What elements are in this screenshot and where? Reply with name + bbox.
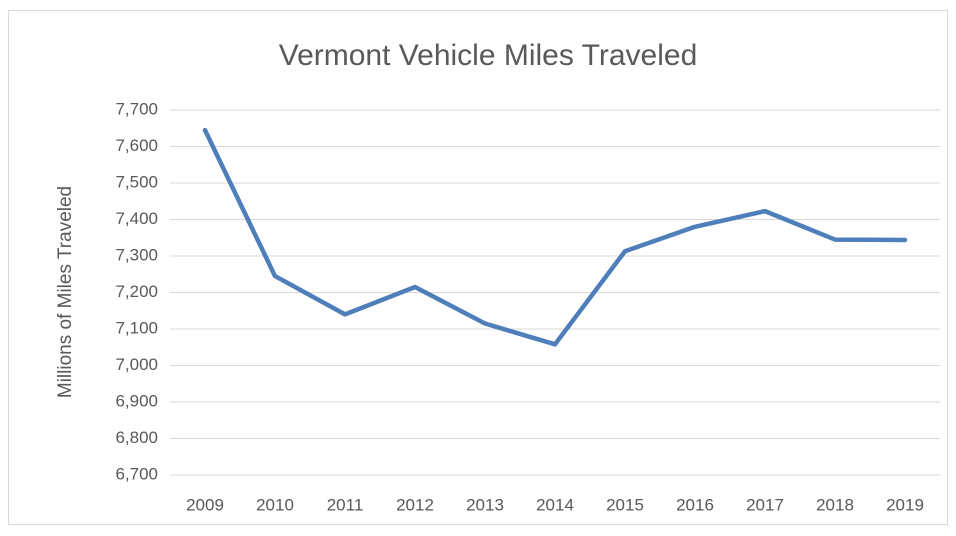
- y-tick-label: 7,100: [115, 318, 158, 337]
- x-tick-label: 2017: [746, 495, 784, 514]
- y-tick-label: 6,900: [115, 391, 158, 410]
- y-tick-label: 7,400: [115, 209, 158, 228]
- y-tick-label: 7,600: [115, 136, 158, 155]
- x-tick-label: 2013: [466, 495, 504, 514]
- x-tick-label: 2014: [536, 495, 574, 514]
- x-tick-label: 2015: [606, 495, 644, 514]
- y-tick-label: 6,800: [115, 428, 158, 447]
- x-tick-label: 2012: [396, 495, 434, 514]
- y-axis-label: Millions of Miles Traveled: [55, 186, 76, 398]
- y-tick-label: 7,200: [115, 282, 158, 301]
- chart-border: [8, 10, 948, 525]
- x-tick-label: 2010: [256, 495, 294, 514]
- y-tick-label: 7,700: [115, 99, 158, 118]
- chart-title: Vermont Vehicle Miles Traveled: [279, 39, 698, 72]
- x-tick-label: 2009: [186, 495, 224, 514]
- x-tick-label: 2019: [886, 495, 924, 514]
- x-tick-label: 2018: [816, 495, 854, 514]
- data-line: [202, 127, 908, 347]
- y-tick-label: 7,000: [115, 355, 158, 374]
- y-tick-label: 7,500: [115, 172, 158, 191]
- y-tick-label: 6,700: [115, 464, 158, 483]
- x-tick-label: 2011: [327, 495, 364, 514]
- y-tick-label: 7,300: [115, 245, 158, 264]
- x-tick-label: 2016: [676, 495, 714, 514]
